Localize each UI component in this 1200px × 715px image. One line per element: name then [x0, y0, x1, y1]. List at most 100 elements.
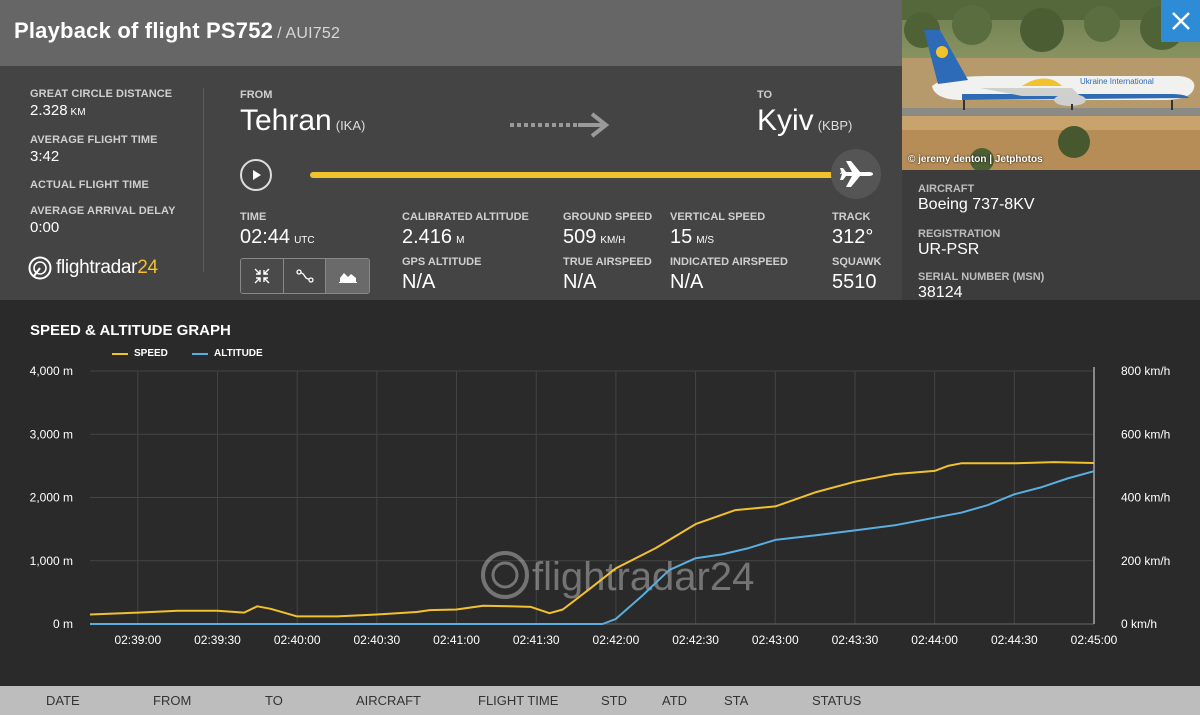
photo-credit[interactable]: © jeremy denton | Jetphotos	[908, 154, 1043, 165]
ground-speed-value: 509 KM/H	[563, 226, 652, 249]
aircraft-photo[interactable]: Ukraine International	[902, 0, 1200, 170]
vertical-speed-number: 15	[670, 226, 693, 248]
aircraft-photo-image: Ukraine International	[902, 0, 1200, 170]
track-value: 312°	[832, 226, 874, 248]
watermark-radar-inner	[491, 561, 519, 589]
legend-speed-label: SPEED	[134, 348, 168, 359]
column-header-sta[interactable]: STA	[724, 693, 749, 708]
legend-altitude[interactable]: ALTITUDE	[192, 348, 263, 359]
squawk-metric: SQUAWK 5510	[832, 256, 882, 294]
avg-arrival-delay-label: AVERAGE ARRIVAL DELAY	[30, 205, 176, 217]
column-header-from[interactable]: FROM	[153, 693, 192, 708]
calibrated-altitude-metric: CALIBRATED ALTITUDE 2.416 M	[402, 211, 529, 249]
airplane-icon	[840, 161, 873, 187]
time-label: TIME	[240, 211, 267, 223]
great-circle-label: GREAT CIRCLE DISTANCE	[30, 88, 173, 100]
graph-title: SPEED & ALTITUDE GRAPH	[30, 322, 231, 339]
x-tick-label: 02:42:30	[672, 633, 719, 647]
column-header-std[interactable]: STD	[601, 693, 627, 708]
true-airspeed-value: N/A	[563, 271, 597, 293]
ground-speed-number: 509	[563, 226, 597, 248]
avg-arrival-delay-value: 0:00	[30, 219, 60, 236]
x-tick-label: 02:39:00	[114, 633, 161, 647]
series-line-speed	[89, 461, 1095, 618]
route-arrow-icon	[508, 112, 610, 143]
chart-watermark: flightradar24	[481, 551, 754, 599]
x-tick-label: 02:44:00	[911, 633, 958, 647]
flight-title: Playback of flight PS752	[14, 18, 274, 43]
flight-callsign: / AUI752	[277, 25, 341, 42]
great-circle-unit: KM	[70, 107, 86, 118]
great-circle-value: 2.328 KM	[30, 102, 172, 119]
speed-altitude-graph-section: SPEED & ALTITUDE GRAPH SPEED ALTITUDE 0 …	[0, 300, 1200, 686]
track-metric: TRACK 312°	[832, 211, 873, 249]
from-label: FROM	[240, 89, 273, 101]
playback-progress-bar[interactable]	[310, 172, 845, 178]
route-view-button[interactable]	[283, 259, 327, 293]
watermark-text: flightradar24	[532, 555, 754, 599]
gps-altitude-metric: GPS ALTITUDE N/A	[402, 256, 481, 294]
collapse-view-button[interactable]	[241, 259, 284, 293]
legend-speed-swatch	[112, 352, 128, 355]
column-header-to[interactable]: TO	[265, 693, 283, 708]
y-left-tick-label: 0 m	[53, 617, 73, 631]
column-header-status[interactable]: STATUS	[812, 693, 862, 708]
series-line-altitude	[90, 470, 1095, 625]
x-tick-label: 02:39:30	[194, 633, 241, 647]
time-metric: TIME 02:44 UTC	[240, 211, 315, 249]
y-left-tick-label: 4,000 m	[30, 364, 73, 378]
flight-info-panel: GREAT CIRCLE DISTANCE 2.328 KM AVERAGE FL…	[0, 66, 902, 300]
registration-value: UR-PSR	[918, 241, 980, 258]
x-tick-label: 02:43:30	[832, 633, 879, 647]
y-right-tick-label: 400 km/h	[1121, 491, 1170, 505]
to-city-name: Kyiv	[757, 104, 814, 137]
indicated-airspeed-value: N/A	[670, 271, 704, 293]
x-tick-label: 02:41:00	[433, 633, 480, 647]
close-button[interactable]	[1161, 0, 1200, 42]
column-header-aircraft[interactable]: AIRCRAFT	[356, 693, 421, 708]
aircraft-label: AIRCRAFT	[918, 183, 975, 195]
gps-altitude-label: GPS ALTITUDE	[402, 256, 482, 268]
y-right-tick-label: 200 km/h	[1121, 554, 1170, 568]
divider	[203, 88, 204, 272]
legend-altitude-label: ALTITUDE	[214, 348, 263, 359]
x-tick-label: 02:40:00	[274, 633, 321, 647]
true-airspeed-metric: TRUE AIRSPEED N/A	[563, 256, 652, 294]
flight-history-table-header: DATE FROM TO AIRCRAFT FLIGHT TIME STD ATD STA ST…	[0, 686, 1200, 715]
gps-altitude-value: N/A	[402, 271, 436, 293]
graph-view-button[interactable]	[326, 259, 369, 293]
x-tick-label: 02:44:30	[991, 633, 1038, 647]
close-icon	[1171, 12, 1190, 30]
photo-livery-text: Ukraine International	[1080, 77, 1154, 86]
y-right-tick-label: 0 km/h	[1121, 617, 1157, 631]
x-tick-label: 02:43:00	[752, 633, 799, 647]
legend-speed[interactable]: SPEED	[112, 348, 168, 359]
to-iata: (KBP)	[817, 118, 853, 133]
logo-number: 24	[137, 257, 158, 278]
squawk-label: SQUAWK	[832, 256, 882, 268]
track-label: TRACK	[832, 211, 871, 223]
play-icon	[253, 170, 261, 180]
indicated-airspeed-metric: INDICATED AIRSPEED N/A	[670, 256, 788, 294]
play-button[interactable]	[240, 159, 272, 191]
squawk-value: 5510	[832, 271, 877, 293]
calibrated-altitude-label: CALIBRATED ALTITUDE	[402, 211, 529, 223]
avg-flight-time-label: AVERAGE FLIGHT TIME	[30, 134, 158, 146]
column-header-date[interactable]: DATE	[46, 693, 80, 708]
column-header-atd[interactable]: ATD	[662, 693, 688, 708]
x-tick-label: 02:45:00	[1071, 633, 1118, 647]
serial-number-label: SERIAL NUMBER (MSN)	[918, 271, 1045, 283]
playback-handle[interactable]	[831, 149, 881, 199]
indicated-airspeed-label: INDICATED AIRSPEED	[670, 256, 788, 268]
x-tick-label: 02:41:30	[513, 633, 560, 647]
ground-speed-unit: KM/H	[600, 235, 626, 246]
aircraft-details-panel: AIRCRAFT Boeing 737-8KV REGISTRATION UR-…	[902, 170, 1200, 301]
watermark-radar-icon	[481, 551, 529, 599]
page-title: Playback of flight PS752/ AUI752	[14, 18, 340, 44]
flightradar24-logo[interactable]: flightradar24	[28, 256, 158, 280]
x-tick-label: 02:42:00	[593, 633, 640, 647]
column-header-flight-time[interactable]: FLIGHT TIME	[478, 693, 559, 708]
vertical-speed-unit: M/S	[696, 235, 715, 246]
vertical-speed-label: VERTICAL SPEED	[670, 211, 766, 223]
